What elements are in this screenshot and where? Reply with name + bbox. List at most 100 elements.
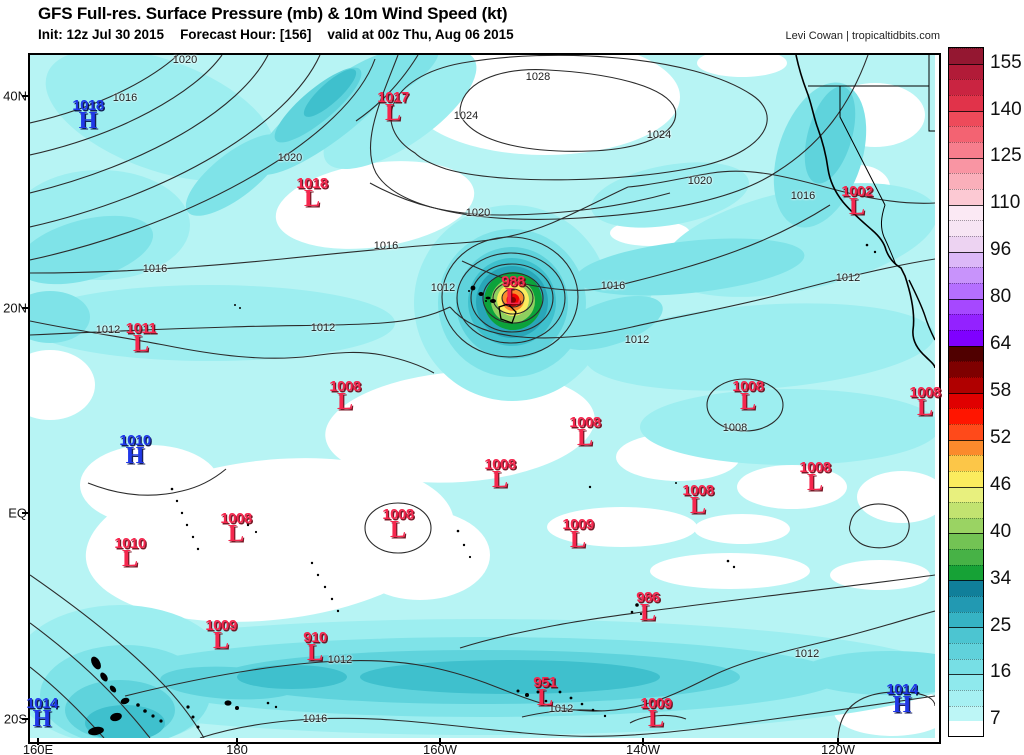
isobar-label: 1012	[310, 322, 336, 334]
pressure-value: 1008	[382, 506, 414, 523]
colorbar-segment	[949, 267, 983, 283]
isobar-label: 1012	[95, 324, 121, 336]
forecast-hour: Forecast Hour: [156]	[180, 27, 312, 42]
pressure-center-l-986: 986 L	[636, 590, 660, 626]
colorbar-segment	[949, 345, 983, 362]
pressure-value: 1008	[909, 384, 941, 401]
isobar-label: 1012	[835, 272, 861, 284]
pressure-letter: L	[336, 389, 353, 415]
colorbar-segment	[949, 220, 983, 236]
pressure-center-l-1008: 1008 L	[682, 483, 714, 519]
lon-axis-label: 140W	[626, 742, 660, 755]
pressure-letter: H	[125, 443, 145, 469]
colorbar-tick-label: 25	[990, 614, 1012, 636]
isobar-label: 1012	[430, 282, 456, 294]
pressure-center-l-1008: 1008 L	[484, 456, 516, 492]
lat-axis-label: EQ	[8, 505, 27, 521]
colorbar-segment	[949, 486, 983, 503]
isobar-label: 1016	[373, 240, 399, 252]
pressure-center-l-1017: 1017 L	[377, 89, 409, 126]
lat-tick-mark	[22, 512, 29, 514]
wind-shading-map	[30, 55, 935, 738]
pressure-value: 1010	[114, 535, 146, 552]
colorbar-segment	[949, 658, 983, 675]
colorbar-segment	[949, 173, 983, 190]
colorbar-segment	[949, 423, 983, 440]
lon-tick-mark	[236, 738, 238, 745]
colorbar-segment	[949, 439, 983, 456]
pressure-letter: L	[504, 284, 521, 310]
pressure-center-l-1008: 1008 L	[569, 415, 601, 450]
pressure-center-l-1008: 1008 L	[329, 378, 361, 415]
isobar-label: 1028	[525, 71, 551, 83]
colorbar-segment	[949, 298, 983, 315]
colorbar-segment	[949, 564, 983, 581]
colorbar-tick-label: 16	[990, 661, 1012, 683]
isobar-label: 1024	[646, 129, 672, 141]
pressure-letter: L	[639, 600, 656, 626]
pressure-value: 1017	[377, 89, 409, 106]
pressure-letter: L	[689, 493, 706, 519]
isobar-label: 1016	[600, 280, 626, 292]
colorbar-segment	[949, 721, 983, 736]
pressure-letter: L	[303, 186, 320, 212]
colorbar-segment	[949, 361, 983, 377]
colorbar-segment	[949, 95, 983, 111]
lon-axis-label: 160E	[22, 742, 54, 755]
pressure-value: 1008	[732, 378, 764, 395]
pressure-center-h-1018: 1018 H	[72, 97, 104, 133]
colorbar-segment	[949, 204, 983, 221]
pressure-letter: L	[536, 685, 553, 711]
pressure-value: 1018	[72, 97, 104, 114]
colorbar-tick-label: 110	[990, 192, 1021, 214]
pressure-center-l-1018: 1018 L	[296, 176, 328, 212]
colorbar-segment	[949, 455, 983, 471]
colorbar-segment	[949, 189, 983, 205]
colorbar-tick-label: 46	[990, 473, 1012, 495]
colorbar-tick-label: 80	[990, 286, 1012, 308]
pressure-letter: L	[384, 100, 401, 126]
credit-text: Levi Cowan | tropicaltidbits.com	[785, 30, 940, 42]
pressure-value: 1014	[26, 695, 58, 712]
pressure-value: 1008	[799, 459, 831, 476]
init-time: Init: 12z Jul 30 2015	[38, 27, 165, 42]
isobar-label: 1016	[790, 190, 816, 202]
pressure-center-l-1008: 1008 L	[799, 459, 831, 495]
lon-axis-label: 180	[226, 742, 248, 755]
colorbar-segment	[949, 376, 983, 393]
pressure-letter: H	[892, 692, 912, 718]
pressure-center-h-1014: 1014 H	[26, 695, 58, 731]
pressure-value: 1008	[329, 378, 361, 395]
colorbar-segment	[949, 236, 983, 252]
colorbar-tick-label: 96	[990, 239, 1012, 261]
lon-tick-mark	[642, 738, 644, 745]
colorbar-tick-label: 40	[990, 520, 1012, 542]
isobar-label: 1008	[722, 422, 748, 434]
pressure-value: 910	[303, 629, 327, 646]
colorbar-segment	[949, 63, 983, 80]
colorbar-tick-label: 34	[990, 567, 1012, 589]
pressure-value: 1008	[484, 456, 516, 473]
colorbar-tick-label: 58	[990, 380, 1012, 401]
colorbar-segment	[949, 408, 983, 424]
colorbar-segment	[949, 705, 983, 722]
colorbar-segment	[949, 517, 983, 534]
colorbar-segment	[949, 329, 983, 346]
pressure-center-l-1009: 1009 L	[562, 517, 594, 552]
colorbar-segment	[949, 282, 983, 299]
pressure-value: 1014	[886, 681, 918, 698]
lon-axis-label: 160W	[423, 742, 457, 755]
pressure-letter: L	[227, 521, 244, 547]
colorbar-segment	[949, 690, 983, 706]
colorbar-tick-label: 125	[990, 145, 1022, 167]
isobar-label: 1012	[327, 654, 353, 666]
pressure-letter: L	[739, 389, 756, 415]
lat-axis-label: 20N	[3, 300, 27, 316]
isobar-label: 1020	[277, 152, 303, 164]
colorbar-segment	[949, 48, 983, 64]
lat-axis-label: 40N	[3, 88, 27, 104]
pressure-value: 1009	[640, 695, 672, 712]
colorbar-segment	[949, 643, 983, 659]
isobar-label: 1016	[142, 263, 168, 275]
pressure-letter: L	[916, 395, 933, 421]
